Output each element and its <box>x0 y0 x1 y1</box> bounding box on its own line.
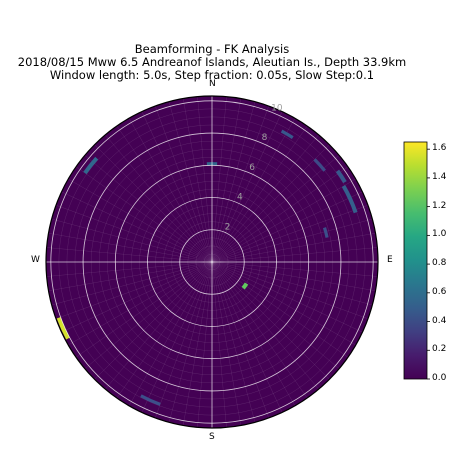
chart-subtitle-event: 2018/08/15 Mww 6.5 Andreanof Islands, Al… <box>17 55 407 69</box>
colorbar-tick-label: 0.8 <box>432 258 447 269</box>
cell-ene-10 <box>335 169 347 184</box>
radial-tick-label-6: 6 <box>249 163 255 173</box>
cell-se-2 <box>241 282 249 290</box>
axis-spokes <box>46 96 378 428</box>
cell-nw-10 <box>83 156 99 175</box>
cell-ene-7 <box>322 227 329 238</box>
colorbar-tick-label: 0.0 <box>432 373 447 383</box>
direction-label-east: E <box>387 255 393 265</box>
colorbar-tick-label: 1.6 <box>432 143 447 154</box>
direction-label-north: N <box>209 79 216 89</box>
chart-subtitle-params: Window length: 5.0s, Step fraction: 0.05… <box>49 68 375 82</box>
colorbar-tick-label: 0.6 <box>432 286 447 297</box>
radial-tick-label-2: 2 <box>225 222 231 232</box>
radial-tick-label-4: 4 <box>237 193 243 203</box>
chart-title: Beamforming - FK Analysis <box>134 42 290 56</box>
cell-wsw-11 <box>56 317 70 340</box>
direction-label-south: S <box>209 432 215 442</box>
cell-nne-11 <box>280 129 294 140</box>
direction-label-west: W <box>31 255 40 265</box>
cell-ne-9 <box>313 158 326 172</box>
colorbar-tick-label: 1.0 <box>432 229 447 240</box>
colorbar-tick-label: 0.4 <box>432 315 447 326</box>
radial-tick-label-10: 10 <box>271 103 283 113</box>
colorbar-tick-label: 1.4 <box>432 171 447 182</box>
radial-tick-label-8: 8 <box>262 133 268 143</box>
data-cells <box>56 129 358 406</box>
colorbar-tick-label: 0.2 <box>432 344 447 355</box>
cell-ssw-10 <box>140 394 161 406</box>
colorbar <box>403 141 428 380</box>
colorbar-tick-label: 1.2 <box>432 200 447 211</box>
polar-frame <box>45 95 379 429</box>
cell-ene-12 <box>341 185 358 214</box>
